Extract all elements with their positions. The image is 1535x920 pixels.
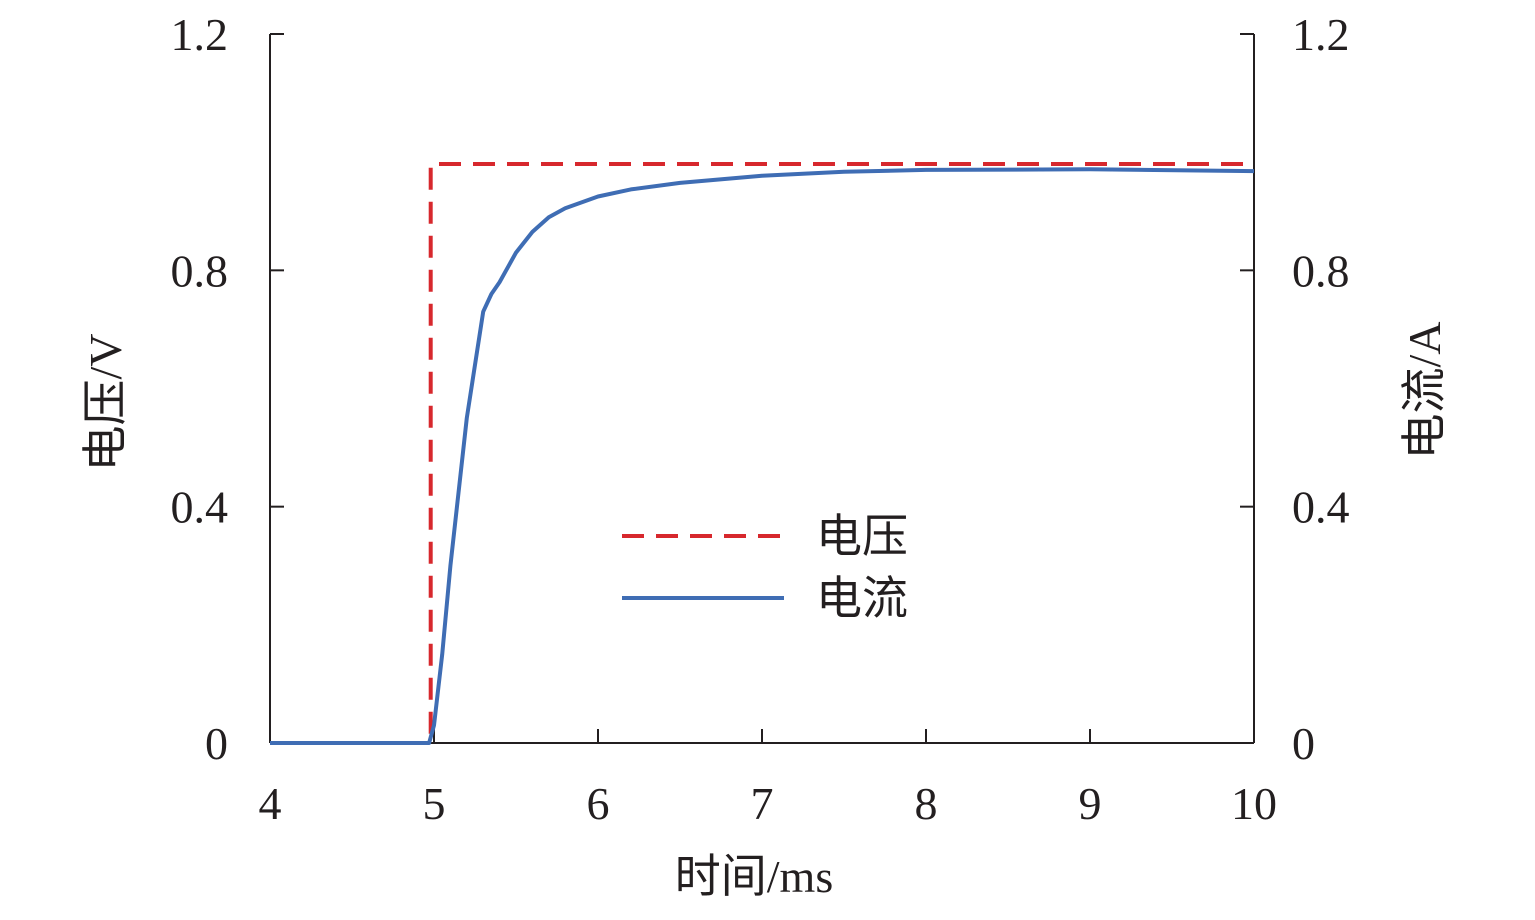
x-tick-label: 4 [259,778,282,829]
series-layer [270,162,1255,745]
x-tick-label: 7 [751,778,774,829]
y-right-tick-label: 0.4 [1292,482,1350,533]
y-right-tick-label: 1.2 [1292,9,1350,60]
x-tick-label: 8 [915,778,938,829]
y-right-tick-label: 0.8 [1292,245,1350,296]
axes-layer [269,33,1255,744]
legend-label-current: 电流 [816,573,908,624]
y-left-tick-label: 0.8 [171,245,229,296]
x-axis-title: 时间/ms [675,851,833,902]
series-line-current [270,167,1255,745]
y-left-tick-label: 0.4 [171,482,229,533]
y-right-tick-label: 0 [1292,718,1315,769]
y-left-tick-label: 0 [205,718,228,769]
x-tick-label: 9 [1079,778,1102,829]
labels-layer: 4 5 6 7 8 9 10 0 0.4 0.8 1.2 0 0.4 0.8 1.2 时间/ms 电压/V 电流/… [80,9,1450,902]
legend-label-voltage: 电压 [816,511,908,562]
y-left-tick-label: 1.2 [171,9,229,60]
x-tick-label: 6 [587,778,610,829]
y-axis-right-title: 电流/A [1399,322,1450,460]
y-axis-left-title: 电压/V [80,334,131,472]
x-tick-label: 10 [1231,778,1277,829]
x-tick-label: 5 [423,778,446,829]
series-line-voltage [270,162,1254,745]
